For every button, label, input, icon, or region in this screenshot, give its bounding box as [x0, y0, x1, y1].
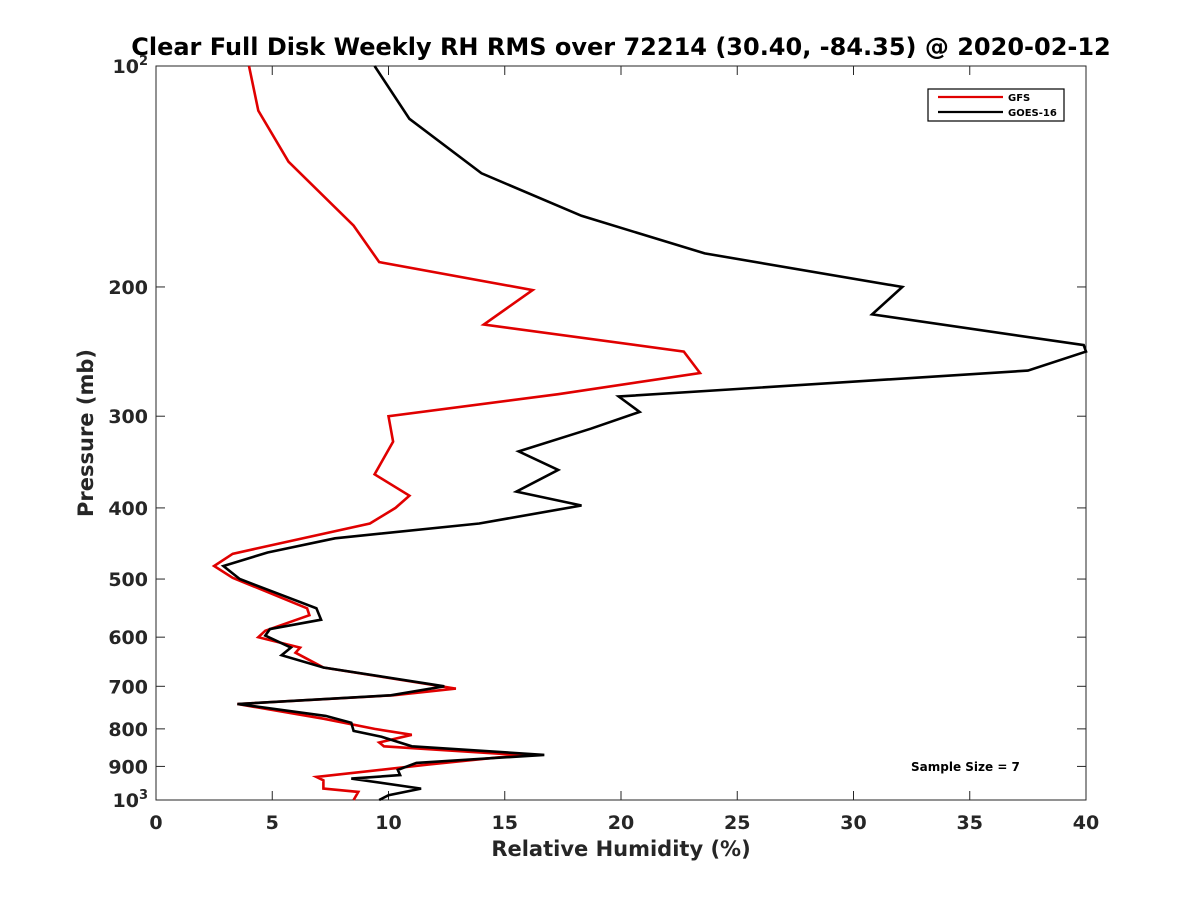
x-axis-label: Relative Humidity (%)	[491, 837, 750, 861]
sample-size-annotation: Sample Size = 7	[911, 760, 1020, 774]
y-tick-label: 900	[108, 756, 148, 778]
plot-area	[155, 65, 1087, 801]
y-tick-label: 800	[108, 719, 148, 741]
y-axis-label: Pressure (mb)	[74, 349, 98, 517]
x-tick-label: 15	[492, 812, 518, 834]
legend-box	[927, 88, 1065, 122]
y-tick-label: 500	[108, 569, 148, 591]
x-axis: 0 5 10 15 20 25 30 35 40	[149, 66, 1099, 834]
legend-label-gfs: GFS	[1008, 93, 1030, 104]
chart-title: Clear Full Disk Weekly RH RMS over 72214…	[131, 33, 1111, 61]
x-tick-label: 5	[266, 812, 279, 834]
x-tick-label: 25	[724, 812, 750, 834]
x-tick-label: 20	[608, 812, 634, 834]
y-tick-label: 600	[108, 627, 148, 649]
y-tick-label: 102	[113, 54, 149, 78]
y-tick-label: 400	[108, 498, 148, 520]
x-tick-label: 10	[375, 812, 401, 834]
legend-label-goes16: GOES-16	[1008, 108, 1057, 119]
x-tick-label: 35	[957, 812, 983, 834]
y-tick-label: 300	[108, 406, 148, 428]
y-tick-label: 103	[113, 788, 149, 812]
y-tick-label: 200	[108, 277, 148, 299]
x-tick-label: 30	[840, 812, 866, 834]
y-tick-label-exponent: 2	[139, 54, 148, 69]
y-tick-label: 700	[108, 676, 148, 698]
x-tick-label: 0	[149, 812, 162, 834]
series-layer	[211, 65, 1088, 802]
y-tick-label-base: 10	[113, 56, 139, 78]
legend: GFS GOES-16	[927, 88, 1065, 122]
y-tick-label-base: 10	[113, 790, 139, 812]
x-tick-label: 40	[1073, 812, 1099, 834]
series-line-goes16	[220, 65, 1088, 802]
y-tick-label-exponent: 3	[139, 788, 148, 803]
